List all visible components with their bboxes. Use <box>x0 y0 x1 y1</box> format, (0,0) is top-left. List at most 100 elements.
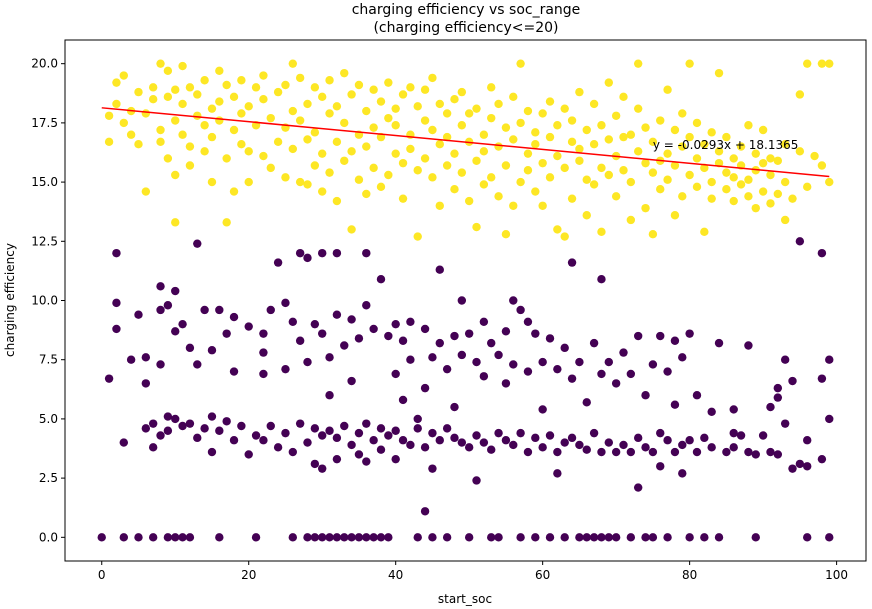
low-efficiency-point <box>244 322 253 331</box>
low-efficiency-point <box>369 436 378 445</box>
high-efficiency-point <box>303 99 312 109</box>
high-efficiency-point <box>531 128 540 137</box>
high-efficiency-point <box>633 59 643 68</box>
high-efficiency-point <box>685 132 694 142</box>
high-efficiency-point <box>501 229 511 239</box>
low-efficiency-point <box>259 369 268 379</box>
y-tick-label: 12.5 <box>31 234 58 248</box>
low-efficiency-point <box>736 431 746 440</box>
high-efficiency-point <box>803 182 812 192</box>
high-efficiency-point <box>384 113 393 123</box>
low-efficiency-point <box>318 431 327 440</box>
high-efficiency-point <box>134 140 143 149</box>
high-efficiency-point <box>670 161 680 170</box>
y-tick-label: 0.0 <box>39 530 58 544</box>
low-efficiency-point <box>516 305 525 315</box>
x-tick-label: 20 <box>241 568 256 582</box>
low-efficiency-point <box>611 379 621 388</box>
low-efficiency-point <box>171 414 180 424</box>
low-efficiency-point <box>479 372 489 381</box>
low-efficiency-point <box>193 433 202 443</box>
high-efficiency-point <box>369 85 378 94</box>
high-efficiency-point <box>487 113 496 123</box>
high-efficiency-point <box>722 168 731 177</box>
high-efficiency-point <box>582 211 591 220</box>
high-efficiency-point <box>273 137 283 147</box>
high-efficiency-point <box>722 132 731 142</box>
high-efficiency-point <box>700 163 709 173</box>
low-efficiency-point <box>391 369 400 379</box>
high-efficiency-point <box>700 227 709 237</box>
high-efficiency-point <box>633 147 643 156</box>
high-efficiency-point <box>663 149 672 158</box>
low-efficiency-point <box>648 360 658 369</box>
high-efficiency-point <box>487 173 496 182</box>
high-efficiency-point <box>575 87 584 97</box>
low-efficiency-point <box>347 440 356 450</box>
low-efficiency-point <box>332 310 342 319</box>
high-efficiency-point <box>663 85 672 94</box>
low-efficiency-point <box>729 443 738 452</box>
low-efficiency-point <box>303 438 312 447</box>
high-efficiency-point <box>288 59 298 68</box>
high-efficiency-point <box>237 109 246 118</box>
low-efficiency-point <box>207 412 217 421</box>
low-efficiency-point <box>251 431 261 440</box>
high-efficiency-point <box>406 83 415 92</box>
high-efficiency-point <box>575 144 584 154</box>
high-efficiency-point <box>391 121 400 130</box>
high-efficiency-point <box>295 116 305 125</box>
high-efficiency-point <box>163 154 173 163</box>
high-efficiency-point <box>156 137 165 147</box>
low-efficiency-point <box>707 407 716 416</box>
high-efficiency-point <box>744 192 753 201</box>
low-efficiency-point <box>744 447 753 457</box>
high-efficiency-point <box>435 201 444 210</box>
high-efficiency-point <box>817 59 827 68</box>
high-efficiency-point <box>700 140 709 149</box>
low-efficiency-point <box>825 414 834 424</box>
high-efficiency-point <box>604 170 613 180</box>
high-efficiency-point <box>597 121 606 130</box>
low-efficiency-point <box>692 447 702 457</box>
low-efficiency-point <box>457 296 467 305</box>
high-efficiency-point <box>538 201 547 210</box>
high-efficiency-point <box>780 177 790 187</box>
low-efficiency-point <box>435 338 444 348</box>
high-efficiency-point <box>773 156 783 165</box>
low-efficiency-point <box>148 533 158 542</box>
low-efficiency-point <box>464 329 474 338</box>
high-efficiency-point <box>567 137 577 147</box>
high-efficiency-point <box>281 173 290 182</box>
low-efficiency-point <box>501 327 511 336</box>
low-efficiency-point <box>406 317 415 327</box>
high-efficiency-point <box>736 142 746 151</box>
low-efficiency-point <box>134 310 143 319</box>
low-efficiency-point <box>229 312 239 322</box>
low-efficiency-point <box>391 426 400 435</box>
low-efficiency-point <box>347 376 356 386</box>
high-efficiency-point <box>692 182 702 192</box>
low-efficiency-point <box>420 507 430 516</box>
low-efficiency-point <box>795 459 805 469</box>
high-efficiency-point <box>758 187 768 196</box>
high-efficiency-point <box>516 177 525 187</box>
low-efficiency-point <box>611 533 621 542</box>
low-efficiency-point <box>575 357 584 367</box>
low-efficiency-point <box>428 428 437 438</box>
low-efficiency-point <box>148 443 158 452</box>
low-efficiency-point <box>376 445 386 454</box>
low-efficiency-point <box>193 239 202 248</box>
low-efficiency-point <box>553 447 562 457</box>
low-efficiency-point <box>156 305 165 315</box>
low-efficiency-point <box>281 298 290 308</box>
high-efficiency-point <box>347 147 356 156</box>
high-efficiency-point <box>420 85 430 94</box>
high-efficiency-point <box>494 142 503 151</box>
high-efficiency-point <box>729 173 738 182</box>
low-efficiency-point <box>303 253 312 263</box>
high-efficiency-point <box>648 168 658 177</box>
high-efficiency-point <box>611 192 621 201</box>
high-efficiency-point <box>193 111 202 120</box>
low-efficiency-point <box>700 533 709 542</box>
